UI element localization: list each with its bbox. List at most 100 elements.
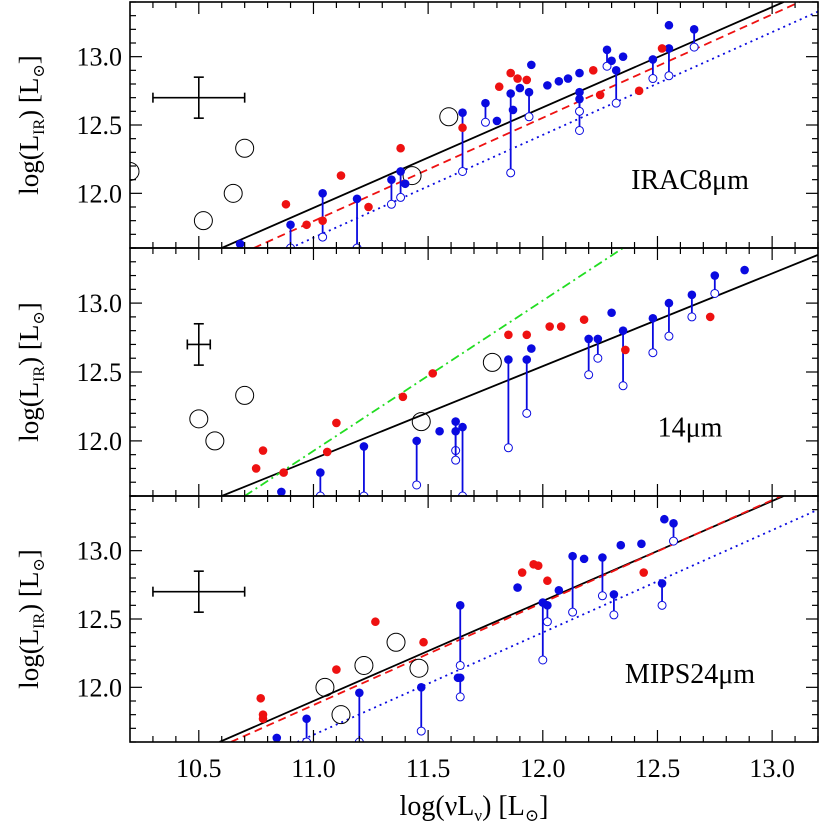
blue-open-point: [574, 106, 584, 116]
blue-point: [669, 519, 678, 528]
y-axis-label-part: IR: [31, 612, 48, 628]
red-point: [302, 220, 311, 230]
x-tick-label: 12.5: [635, 754, 681, 783]
y-tick-label: 12.5: [77, 358, 123, 387]
blue-point: [607, 308, 616, 318]
blue-open-point: [480, 117, 490, 127]
blue-point: [554, 586, 564, 595]
blue-point: [575, 68, 584, 78]
red-point: [504, 330, 513, 340]
blue-open-point: [386, 199, 396, 209]
red-point: [251, 464, 261, 473]
red-point: [494, 82, 504, 92]
red-point: [517, 568, 527, 577]
y-axis-label-part: ⊙: [31, 558, 48, 571]
panel-3: 12.0 12.5 13.0 MIPS24μm log(LIR) [L⊙]: [14, 495, 819, 743]
blue-point: [504, 355, 513, 364]
y-axis-label-part: ]: [14, 55, 44, 64]
red-point: [279, 468, 288, 477]
blue-point: [664, 44, 674, 53]
y-axis-label-part: log(L: [14, 629, 44, 689]
red-point: [657, 44, 667, 53]
open-circle-marker: [189, 409, 209, 429]
blue-point: [710, 271, 720, 280]
red-point: [634, 86, 644, 96]
blue-open-point: [611, 98, 621, 108]
blue-point: [318, 189, 327, 198]
blue-open-point: [506, 168, 516, 178]
blue-point: [235, 239, 245, 248]
red-point: [322, 447, 332, 457]
plot-area: [189, 248, 818, 496]
red-point: [258, 714, 268, 724]
blue-open-point: [648, 348, 658, 358]
open-circle-marker: [402, 166, 422, 186]
blue-point: [527, 344, 536, 353]
fit-line-solid: [221, 254, 818, 496]
fit-line-dashed: [253, 2, 801, 248]
blue-point: [664, 298, 674, 308]
x-tick-label: 11.5: [406, 754, 451, 783]
red-point: [513, 74, 522, 83]
fit-line-solid: [221, 2, 784, 248]
blue-point: [648, 55, 658, 64]
blue-point: [316, 468, 325, 477]
blue-point: [277, 487, 286, 496]
blue-point: [593, 334, 603, 344]
blue-point: [563, 74, 573, 83]
open-circle-marker: [130, 161, 140, 181]
blue-point: [616, 540, 626, 550]
red-point: [543, 576, 552, 586]
red-point: [621, 345, 630, 355]
blue-open-point: [664, 331, 674, 341]
blue-open-point: [412, 480, 422, 490]
blue-point: [598, 553, 607, 562]
blue-open-point: [318, 232, 328, 242]
blue-point: [515, 83, 525, 93]
blue-point: [396, 167, 405, 176]
blue-open-point: [657, 600, 667, 610]
red-point: [705, 312, 715, 322]
y-axis-label-part: ) [L: [14, 78, 44, 119]
blue-point: [637, 539, 646, 549]
blue-point: [607, 56, 616, 66]
red-point: [256, 693, 266, 703]
red-point: [332, 665, 341, 674]
open-circle-marker: [235, 385, 255, 405]
red-point: [588, 66, 598, 75]
blue-open-point: [687, 312, 697, 322]
blue-open-point: [689, 42, 699, 52]
blue-open-point: [710, 288, 720, 298]
y-axis-label: log(LIR) [L⊙]: [14, 549, 48, 689]
panel-frame: [129, 1, 819, 249]
blue-point: [584, 334, 593, 344]
blue-open-point: [574, 125, 584, 135]
blue-point: [492, 116, 502, 126]
blue-point: [355, 688, 364, 698]
open-circle-marker: [482, 352, 502, 372]
blue-open-point: [584, 370, 594, 380]
red-point: [398, 392, 408, 402]
blue-point: [687, 290, 697, 300]
blue-point: [554, 76, 564, 86]
red-point: [336, 171, 346, 180]
fit-line-dotted: [290, 10, 818, 248]
blue-point: [524, 87, 534, 97]
y-axis-label-part: log(L: [14, 135, 44, 195]
blue-open-point: [542, 617, 552, 627]
blue-point: [352, 194, 362, 204]
y-axis-label: log(LIR) [L⊙]: [14, 302, 48, 442]
x-tick-label: 10.5: [176, 754, 222, 783]
blue-open-point: [302, 737, 312, 742]
blue-open-point: [669, 536, 679, 546]
blue-open-point: [503, 443, 513, 453]
panel-1: 12.0 12.5 13.0 IRAC8μm log(LIR) [L⊙]: [14, 1, 819, 249]
red-point: [595, 90, 605, 100]
blue-open-point: [396, 192, 406, 202]
red-point: [458, 123, 467, 133]
blue-point: [359, 442, 369, 451]
blue-point: [416, 683, 426, 692]
panel-label: MIPS24μm: [625, 659, 755, 690]
